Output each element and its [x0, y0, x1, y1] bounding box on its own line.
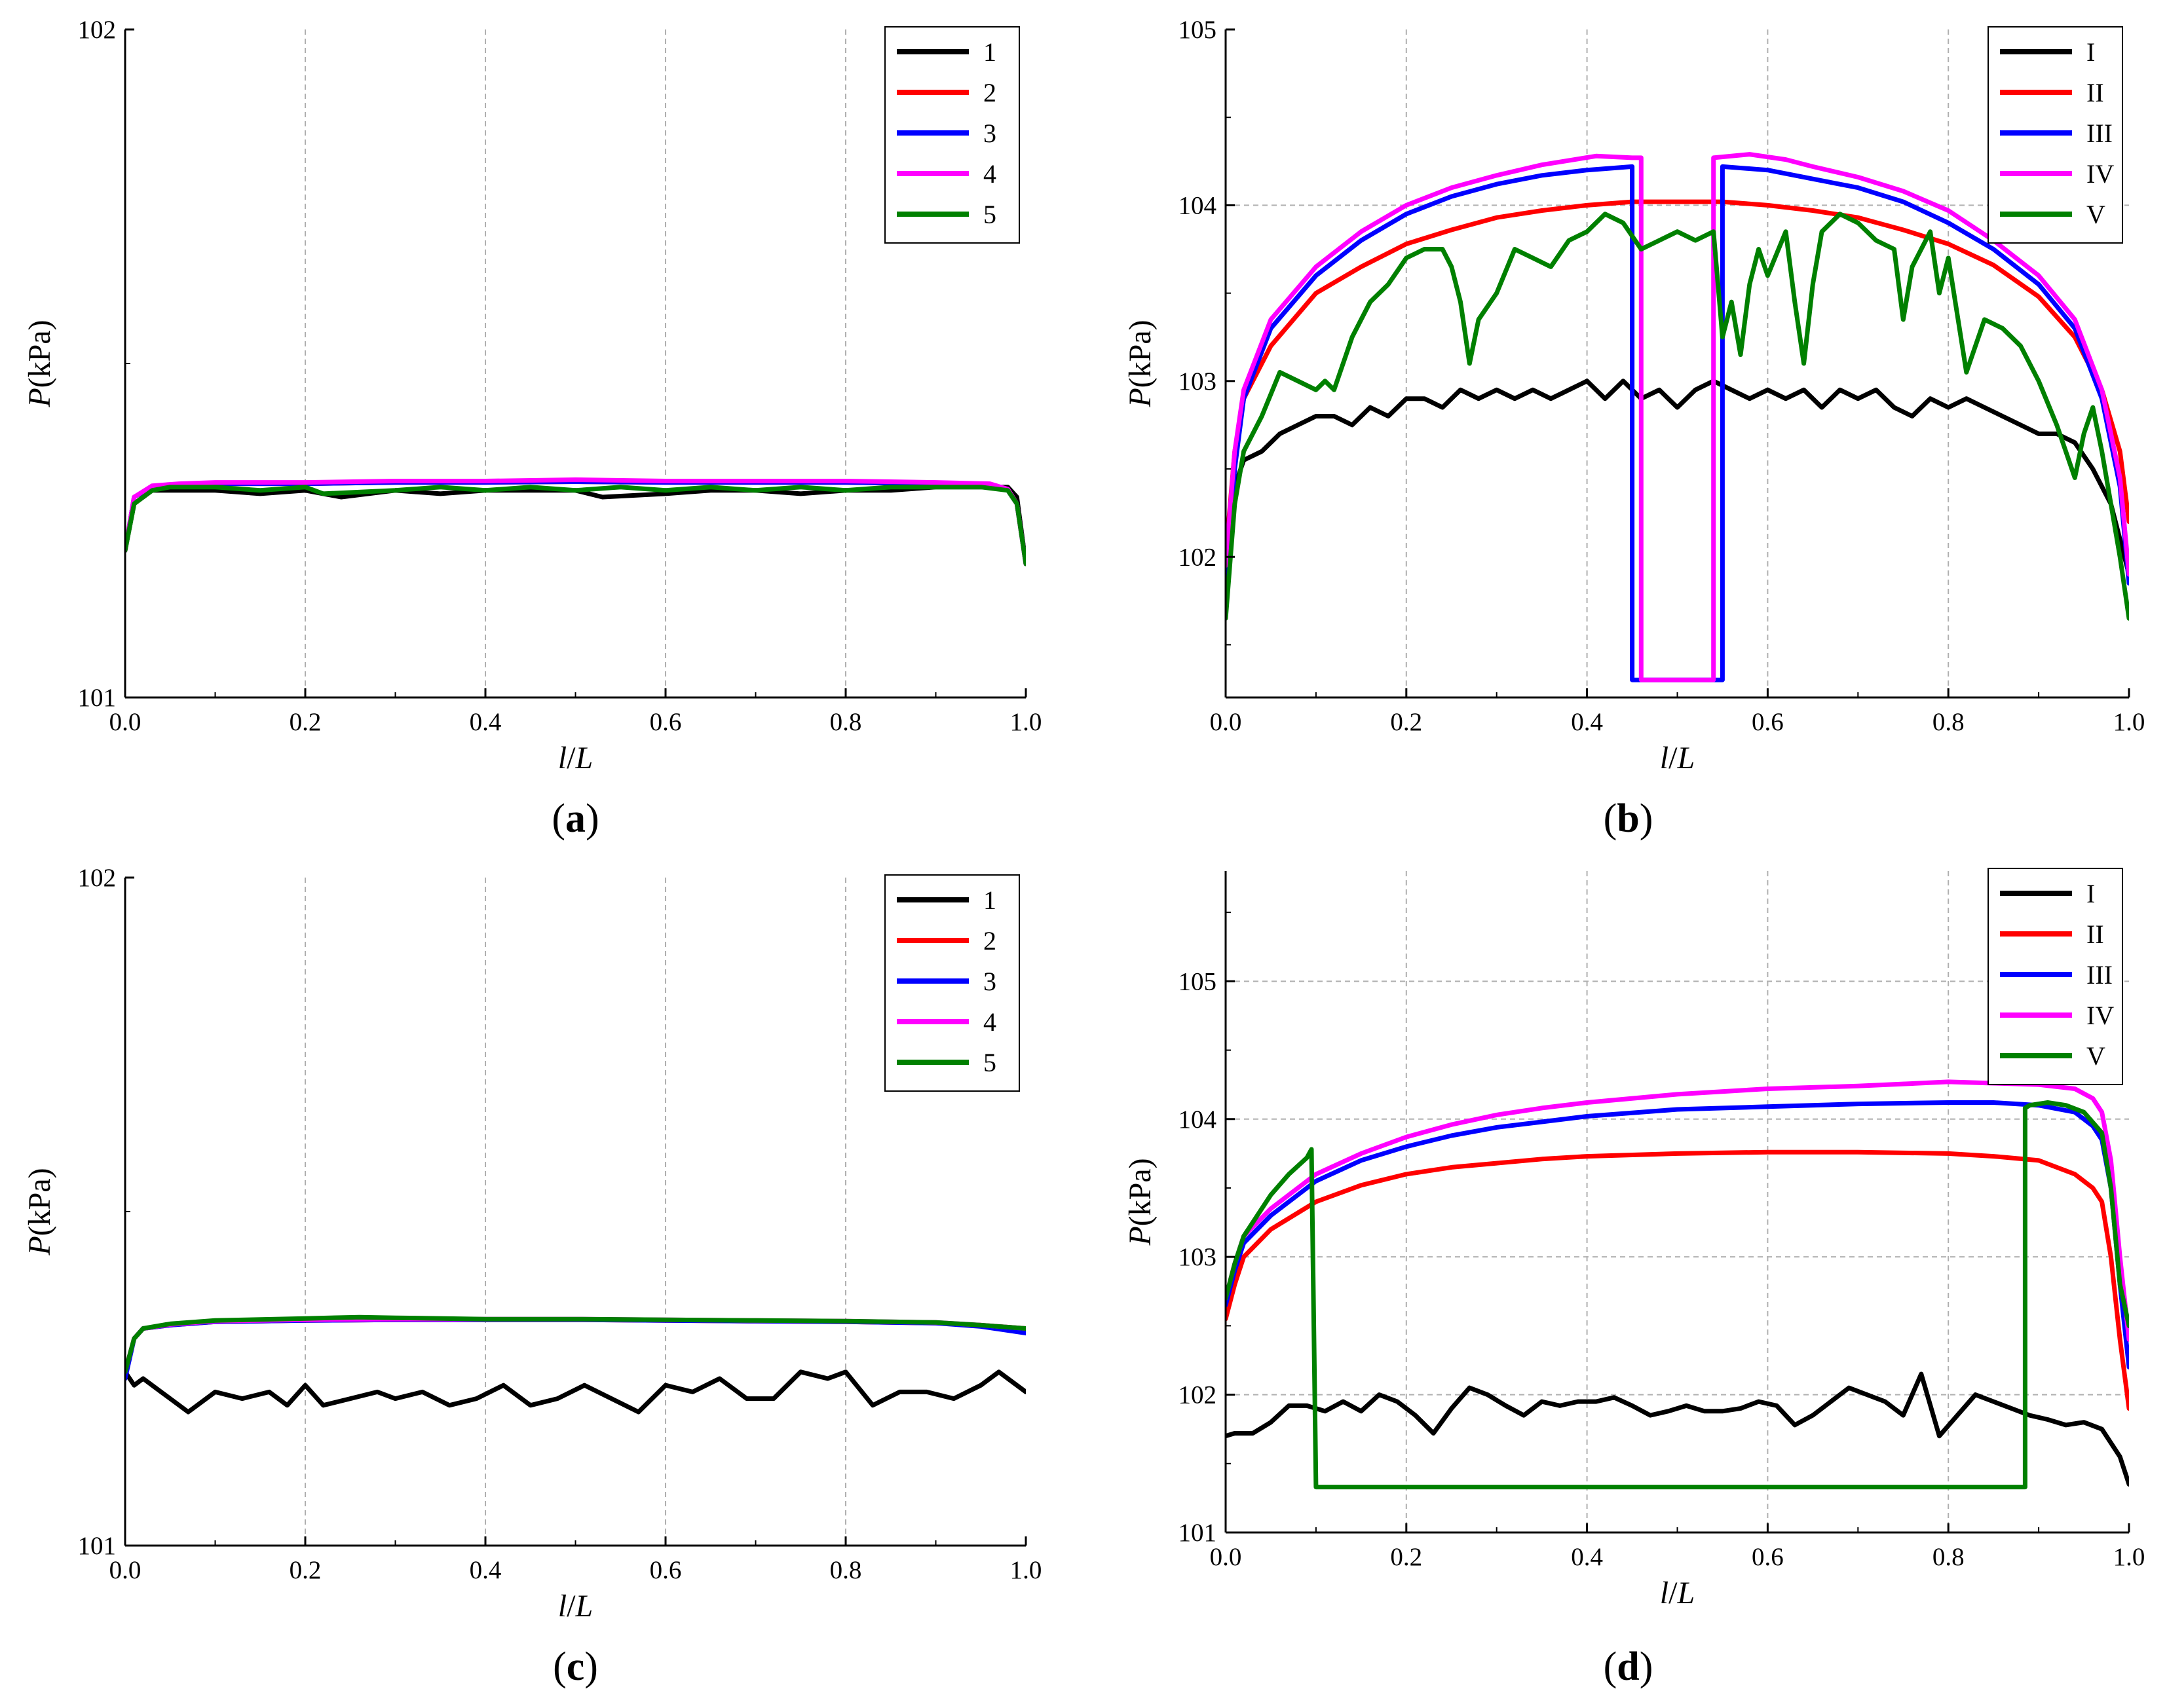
series-line-3 [125, 1317, 1026, 1381]
panel-caption: (b) [1604, 796, 1653, 841]
series-line-1 [125, 485, 1026, 566]
legend-label: V [2086, 1041, 2105, 1071]
x-tick-label: 0.0 [109, 1556, 141, 1584]
x-tick-label: 1.0 [1010, 708, 1042, 736]
series-line-I [1226, 379, 2129, 577]
series-line-1 [125, 1369, 1026, 1415]
x-tick-label: 0.6 [1752, 1543, 1784, 1571]
x-tick-label: 0.8 [1932, 1543, 1965, 1571]
series-line-II [1226, 1149, 2129, 1411]
x-tick-label: 1.0 [2113, 1543, 2145, 1571]
x-tick-label: 1.0 [2113, 708, 2145, 736]
legend-label: II [2086, 919, 2104, 949]
y-tick-label: 101 [78, 684, 117, 712]
chart-panel-a: 0.0 0.2 0.4 0.6 0.8 1.0 101 102 l/L P(kPa) 1 2 3 4 5 (a… [22, 16, 1042, 841]
panel-caption: (a) [552, 796, 599, 841]
x-tick-label: 0.2 [1390, 1543, 1422, 1571]
x-tick-label: 1.0 [1010, 1556, 1042, 1584]
legend-label: 5 [983, 200, 996, 229]
series-line-4 [125, 477, 1026, 566]
y-tick-label: 102 [1178, 1381, 1217, 1409]
x-tick-label: 0.0 [1210, 708, 1242, 736]
x-tick-label: 0.0 [109, 708, 141, 736]
x-tick-label: 0.2 [290, 1556, 322, 1584]
x-tick-label: 0.8 [830, 1556, 862, 1584]
y-axis-label: P(kPa) [22, 320, 57, 407]
y-tick-label: 103 [1178, 1243, 1217, 1271]
series-line-IV [1226, 1079, 2129, 1342]
legend-label: 2 [983, 78, 996, 107]
legend-label: 1 [983, 37, 996, 67]
legend-label: III [2086, 960, 2113, 990]
series-line-4 [125, 1316, 1026, 1375]
y-tick-label: 104 [1178, 191, 1217, 219]
x-tick-label: 0.4 [1571, 708, 1603, 736]
x-tick-label: 0.4 [470, 708, 502, 736]
x-tick-label: 0.8 [830, 708, 862, 736]
legend-label: 5 [983, 1048, 996, 1077]
legend-label: IV [2086, 1001, 2114, 1030]
x-axis-label: l/L [1660, 1576, 1695, 1610]
series-line-II [1226, 199, 2129, 559]
legend-label: 3 [983, 119, 996, 148]
y-axis-label: P(kPa) [1123, 320, 1158, 407]
x-tick-label: 0.2 [290, 708, 322, 736]
y-tick-label: 102 [78, 16, 117, 44]
y-tick-label: 105 [1178, 16, 1217, 44]
legend-label: 4 [983, 159, 996, 189]
series-line-III [1226, 1100, 2129, 1369]
legend-label: 1 [983, 885, 996, 915]
legend-label: IV [2086, 159, 2114, 189]
chart-panel-d: 0.0 0.2 0.4 0.6 0.8 1.0 101 102 103 104 105 l/L P(kP… [1123, 868, 2145, 1689]
x-tick-label: 0.6 [650, 708, 682, 736]
y-tick-label: 102 [78, 864, 117, 892]
legend-label: I [2086, 879, 2095, 908]
series-line-V [1226, 1100, 2129, 1490]
legend-label: V [2086, 200, 2105, 229]
series-line-V [1226, 212, 2129, 621]
y-tick-label: 105 [1178, 967, 1217, 995]
x-axis-label: l/L [558, 741, 593, 775]
legend-label: I [2086, 37, 2095, 67]
x-tick-label: 0.6 [650, 1556, 682, 1584]
x-tick-label: 0.4 [1571, 1543, 1603, 1571]
y-tick-label: 104 [1178, 1105, 1217, 1134]
panel-caption: (d) [1604, 1644, 1653, 1689]
panel-caption: (c) [553, 1644, 598, 1689]
x-tick-label: 0.2 [1390, 708, 1422, 736]
series-line-5 [125, 1314, 1026, 1375]
x-axis-label: l/L [1660, 741, 1695, 775]
y-tick-label: 101 [78, 1532, 117, 1560]
y-tick-label: 101 [1178, 1519, 1217, 1547]
legend-label: III [2086, 119, 2113, 148]
y-axis-label: P(kPa) [1123, 1158, 1158, 1246]
series-line-5 [125, 485, 1026, 566]
legend-label: 4 [983, 1007, 996, 1037]
x-tick-label: 0.0 [1210, 1543, 1242, 1571]
series-line-I [1226, 1371, 2129, 1487]
legend-label: II [2086, 78, 2104, 107]
series-line-IV [1226, 152, 2129, 682]
y-tick-label: 103 [1178, 367, 1217, 396]
chart-panel-c: 0.0 0.2 0.4 0.6 0.8 1.0 101 102 l/L P(kPa) 1 2 3 4 5 (c… [22, 864, 1042, 1689]
y-axis-label: P(kPa) [22, 1168, 57, 1255]
y-tick-label: 102 [1178, 543, 1217, 571]
series-line-2 [125, 1317, 1026, 1375]
chart-panel-b: 0.0 0.2 0.4 0.6 0.8 1.0 102 103 104 105 l/L P(kPa) I… [1123, 16, 2145, 841]
x-tick-label: 0.4 [470, 1556, 502, 1584]
legend-label: 2 [983, 926, 996, 956]
x-tick-label: 0.6 [1752, 708, 1784, 736]
x-tick-label: 0.8 [1932, 708, 1965, 736]
x-axis-label: l/L [558, 1589, 593, 1624]
legend-label: 3 [983, 967, 996, 996]
